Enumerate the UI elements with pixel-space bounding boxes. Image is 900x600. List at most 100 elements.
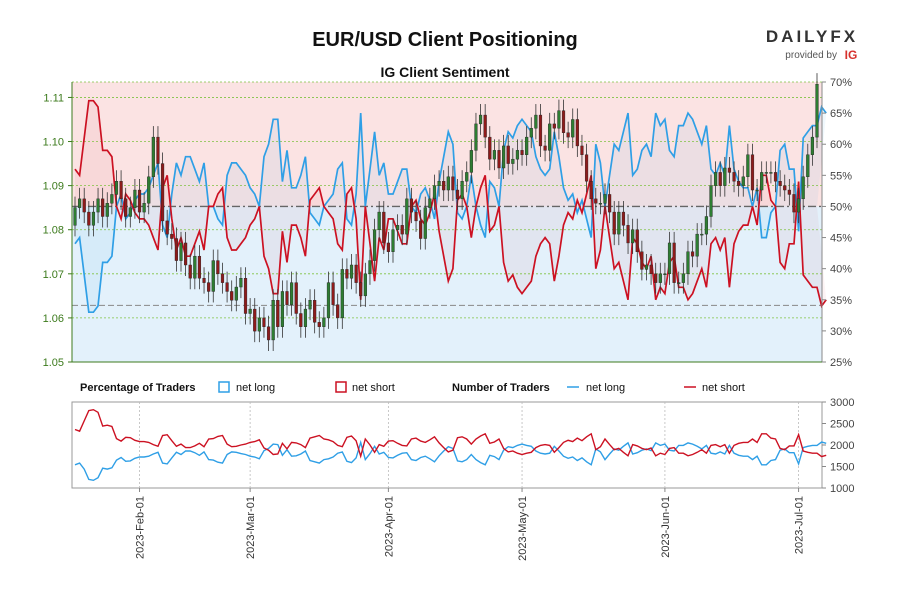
candle-body-25 [188,264,192,279]
candle-body-104 [552,123,556,129]
date-tick-label-4: 2023-Jun-01 [660,496,672,558]
candle-body-159 [806,154,810,178]
candle-body-11 [124,198,128,217]
candle-body-68 [386,242,390,252]
candle-body-37 [243,278,248,314]
candle-body-89 [483,114,487,138]
candle-body-155 [787,189,791,195]
candle-body-69 [391,229,395,252]
candle-body-4 [91,211,96,226]
candle-body-48 [294,282,298,314]
candle-body-146 [746,154,750,178]
count-tick-label-3: 2500 [830,419,854,431]
candle-body-137 [704,216,708,235]
percent-tick-label-1: 30% [830,326,852,338]
candle-body-1 [78,198,82,208]
candle-body-38 [248,308,252,314]
candle-body-17 [151,136,155,178]
candle-body-6 [101,198,105,217]
candle-body-31 [216,260,220,275]
candle-body-86 [469,150,473,173]
chart-subtitle: IG Client Sentiment [380,64,509,80]
candle-body-125 [649,264,653,275]
candle-body-99 [529,128,533,138]
candle-body-19 [160,163,165,222]
candle-body-123 [640,251,644,270]
candle-body-76 [423,207,427,239]
candle-body-44 [276,300,280,327]
candle-body-85 [465,172,469,182]
candle-body-143 [732,172,736,182]
candle-body-105 [557,110,561,129]
candle-body-26 [193,255,197,279]
candle-body-18 [156,136,160,164]
candle-body-65 [372,229,377,261]
candle-body-140 [718,172,722,186]
candle-body-152 [773,172,778,182]
price-tick-label-1: 1.06 [43,313,64,325]
candle-body-45 [280,291,284,327]
candle-body-80 [442,181,446,191]
candle-body-95 [511,158,515,164]
brand-tagline: provided by [785,50,837,61]
candle-body-57 [336,304,340,319]
candle-body-102 [543,145,547,151]
candle-body-138 [709,185,713,217]
candle-body-157 [796,198,801,213]
legend-percentage-long-label: net long [236,382,275,394]
candle-body-55 [326,282,331,319]
candle-body-60 [349,264,354,279]
candle-body-97 [520,150,524,155]
net-long-count-line [74,439,827,482]
net-long-percent-line [74,104,827,314]
percent-tick-label-2: 35% [830,295,852,307]
trader-count-lines [74,408,827,482]
count-tick-label-1: 1500 [830,462,854,474]
price-tick-label-0: 1.05 [43,357,64,369]
candlestick-series [73,73,819,351]
date-tick-label-2: 2023-Apr-01 [383,496,395,557]
date-tick-label-3: 2023-May-01 [517,496,529,561]
candle-body-36 [239,278,243,288]
candle-body-108 [571,119,575,138]
candle-body-88 [478,114,483,125]
net-short-count-line [74,408,827,459]
candle-body-32 [220,273,225,283]
net-short-percent-line [74,99,827,308]
candle-body-113 [594,198,598,204]
candle-body-139 [714,172,718,186]
net-long-area [75,106,827,313]
candle-body-7 [105,203,109,217]
candle-body-136 [700,233,704,236]
candle-body-116 [608,194,612,213]
percent-axis-ticks: 25% 30% 35% 40% 45% 50% 55% 60% 65% 70% [822,77,852,369]
candle-body-122 [635,229,639,252]
candle-body-96 [515,150,520,160]
candle-body-73 [409,198,414,213]
candle-body-67 [382,211,386,244]
legend-number-long-label: net long [586,382,625,394]
date-tick-label-1: 2023-Mar-01 [245,496,257,559]
candle-body-132 [681,273,685,283]
percent-tick-label-8: 65% [830,108,852,120]
percent-tick-label-6: 55% [830,170,852,182]
candle-body-153 [778,181,782,186]
candle-body-10 [119,181,123,200]
candle-body-24 [184,242,188,266]
candle-body-118 [617,211,621,235]
candle-body-66 [377,211,381,230]
candle-body-142 [727,167,732,173]
candle-body-133 [686,251,690,275]
legend-percentage-short-swatch [335,381,347,393]
candle-body-135 [695,233,699,257]
date-axis-ticks: 2023-Feb-01 2023-Mar-01 2023-Apr-01 2023-Ma… [135,488,806,561]
candle-body-64 [368,260,372,275]
candle-body-126 [654,273,658,283]
trader-count-frame [71,401,823,489]
brand-mark: IG [845,48,858,62]
candle-body-30 [211,260,215,292]
sentiment-fill-group [75,100,827,313]
candle-body-20 [165,220,169,235]
candle-body-21 [170,233,174,239]
candle-body-77 [428,198,432,208]
